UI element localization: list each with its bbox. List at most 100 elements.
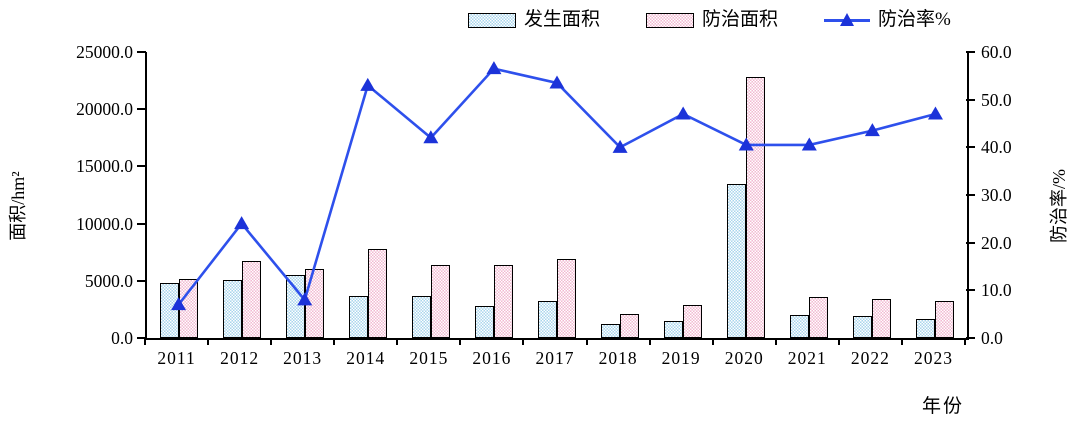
right-axis-tick-label: 40.0 xyxy=(981,137,1012,158)
control-rate-marker-2015 xyxy=(423,130,439,144)
left-axis-tick xyxy=(137,337,146,339)
x-tick-label-2017: 2017 xyxy=(535,348,575,368)
x-axis-tick xyxy=(144,339,146,345)
left-axis-tick-label: 10000.0 xyxy=(76,213,133,234)
left-axis-tick-label: 5000.0 xyxy=(84,270,133,291)
bar-control-area-2011 xyxy=(178,278,198,338)
legend-label-control-area: 防治面积 xyxy=(702,9,779,30)
control-rate-marker-2020 xyxy=(738,137,754,151)
right-axis-tick-label: 60.0 xyxy=(981,42,1012,62)
x-axis-tick xyxy=(711,339,714,345)
bar-occurrence-area-2011 xyxy=(159,283,179,338)
occurrence-area-swatch-icon xyxy=(468,12,516,28)
x-axis-tick xyxy=(837,339,840,345)
legend-label-control-rate: 防治率% xyxy=(878,9,951,30)
control-rate-marker-2012 xyxy=(234,216,250,230)
bar-occurrence-area-2016 xyxy=(474,305,494,338)
left-axis-tick xyxy=(137,279,146,282)
legend: 发生面积 防治面积 防治率% xyxy=(468,10,951,30)
control-area-swatch-icon xyxy=(646,12,695,28)
bar-control-area-2022 xyxy=(872,299,892,338)
x-axis-tick xyxy=(648,339,651,345)
x-tick-label-2022: 2022 xyxy=(850,348,890,368)
bar-control-area-2017 xyxy=(557,259,576,338)
x-tick-label-2021: 2021 xyxy=(787,348,827,368)
x-axis-tick xyxy=(964,339,966,345)
control-rate-marker-2016 xyxy=(486,61,502,75)
control-rate-marker-2013 xyxy=(297,292,313,306)
control-rate-marker-2022 xyxy=(864,123,880,137)
right-axis-tick xyxy=(966,98,975,101)
control-rate-line xyxy=(177,67,936,306)
right-axis-tick-label: 50.0 xyxy=(981,89,1012,110)
right-axis-tick xyxy=(966,194,975,196)
right-axis-tick xyxy=(966,241,975,244)
left-axis-tick xyxy=(137,51,146,53)
left-axis-tick-label: 15000.0 xyxy=(76,156,133,177)
bar-control-area-2016 xyxy=(493,264,513,338)
control-rate-marker-2017 xyxy=(549,75,565,89)
x-tick-label-2013: 2013 xyxy=(283,348,323,368)
x-axis-tick xyxy=(522,339,525,345)
left-axis-tick-label: 0.0 xyxy=(111,328,133,348)
x-tick-label-2015: 2015 xyxy=(409,348,449,368)
left-axis-tick-label: 25000.0 xyxy=(76,42,133,62)
x-axis-tick xyxy=(333,339,336,345)
x-axis-tick xyxy=(459,339,462,345)
bar-occurrence-area-2023 xyxy=(916,318,936,338)
right-axis-tick xyxy=(966,146,975,149)
x-axis-title: 年份 xyxy=(922,396,965,417)
bar-control-area-2020 xyxy=(746,77,766,338)
control-rate-marker-2019 xyxy=(675,106,691,120)
legend-item-occurrence-area: 发生面积 xyxy=(468,10,600,30)
legend-label-occurrence-area: 发生面积 xyxy=(524,9,601,30)
control-rate-line-marker-icon xyxy=(824,11,871,29)
x-tick-label-2012: 2012 xyxy=(220,348,260,368)
control-rate-marker-2018 xyxy=(612,139,628,153)
right-axis-tick-label: 30.0 xyxy=(981,185,1012,205)
bar-occurrence-area-2018 xyxy=(601,324,621,338)
bar-control-area-2012 xyxy=(241,261,261,338)
right-axis-title: 防治率/% xyxy=(1049,169,1069,243)
bar-control-area-2018 xyxy=(620,313,640,338)
bar-occurrence-area-2017 xyxy=(538,301,557,338)
bar-control-area-2014 xyxy=(367,248,387,338)
left-axis-tick xyxy=(137,165,146,168)
right-axis-tick xyxy=(966,289,975,292)
control-rate-line-layer xyxy=(171,61,943,311)
bar-occurrence-area-2014 xyxy=(348,295,368,338)
x-axis-tick xyxy=(585,339,588,345)
right-axis-tick xyxy=(966,337,975,339)
control-rate-marker-2023 xyxy=(927,106,943,120)
control-rate-marker-2014 xyxy=(360,77,376,91)
x-axis-tick xyxy=(270,339,273,345)
left-axis-tick-label: 20000.0 xyxy=(76,99,133,120)
right-axis-tick-label: 10.0 xyxy=(981,280,1012,301)
right-axis-tick xyxy=(966,51,975,53)
legend-item-control-rate: 防治率% xyxy=(824,10,951,30)
x-axis-tick xyxy=(207,339,210,345)
control-rate-marker-2011 xyxy=(171,297,187,311)
right-axis-tick-label: 20.0 xyxy=(981,232,1012,253)
bar-occurrence-area-2013 xyxy=(285,275,305,338)
bar-occurrence-area-2022 xyxy=(853,316,873,338)
x-tick-label-2023: 2023 xyxy=(913,348,953,368)
left-axis-tick xyxy=(137,222,146,225)
x-tick-label-2011: 2011 xyxy=(157,348,196,368)
bar-occurrence-area-2021 xyxy=(790,315,810,338)
x-axis-tick xyxy=(900,339,903,345)
x-axis-tick xyxy=(774,339,777,345)
bar-occurrence-area-2019 xyxy=(664,320,684,338)
legend-item-control-area: 防治面积 xyxy=(646,10,778,30)
x-tick-label-2014: 2014 xyxy=(346,348,386,368)
bar-occurrence-area-2012 xyxy=(222,279,242,338)
left-axis-title: 面积/hm² xyxy=(8,171,28,241)
bar-control-area-2019 xyxy=(683,304,703,338)
x-tick-label-2019: 2019 xyxy=(661,348,701,368)
bar-control-area-2021 xyxy=(809,296,829,338)
x-tick-label-2016: 2016 xyxy=(472,348,512,368)
bar-control-area-2023 xyxy=(935,301,955,338)
plot-area xyxy=(145,52,969,340)
bar-control-area-2015 xyxy=(430,264,450,338)
